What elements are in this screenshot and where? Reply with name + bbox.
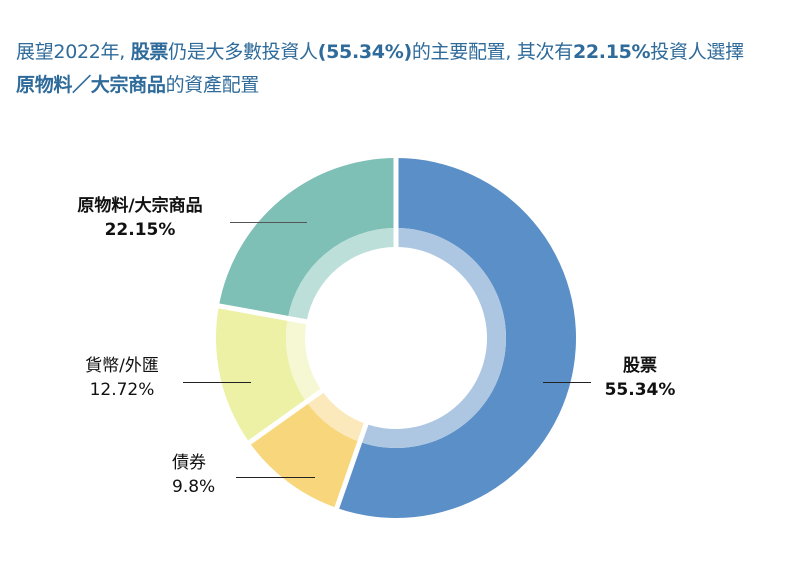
leader-line-bonds	[236, 477, 315, 478]
label-commodities-name: 原物料/大宗商品	[77, 196, 203, 216]
segment-separator	[333, 421, 370, 511]
label-fx-value: 12.72%	[89, 380, 155, 400]
label-stocks-value: 55.34%	[604, 380, 676, 400]
chart-title: 展望2022年, 股票仍是大多數投資人(55.34%)的主要配置, 其次有22.…	[16, 36, 786, 102]
label-stocks-name: 股票	[623, 356, 657, 376]
title-segment: 股票	[130, 41, 169, 63]
title-segment: (55.34%)	[317, 41, 412, 63]
donut-segment-commodities	[218, 158, 396, 322]
label-commodities-value: 22.15%	[104, 220, 176, 240]
title-line-2: 原物料／大宗商品的資產配置	[16, 69, 786, 102]
leader-line-fx	[183, 382, 251, 383]
label-commodities: 原物料/大宗商品 22.15%	[50, 194, 230, 242]
leader-line-commodities	[230, 222, 307, 223]
label-fx-name: 貨幣/外匯	[85, 356, 159, 376]
donut-segment-bonds	[249, 390, 367, 508]
label-fx: 貨幣/外匯 12.72%	[62, 354, 182, 402]
title-segment: 的資產配置	[165, 74, 260, 96]
title-segment: 的主要配置, 其次有	[411, 41, 573, 63]
donut-segment-fx	[216, 305, 322, 443]
title-segment: 原物料／大宗商品	[16, 74, 166, 96]
label-stocks: 股票 55.34%	[590, 354, 690, 402]
leader-line-stocks	[543, 382, 591, 383]
label-bonds-value: 9.8%	[172, 477, 216, 497]
segment-separator	[216, 303, 309, 325]
title-line-1: 展望2022年, 股票仍是大多數投資人(55.34%)的主要配置, 其次有22.…	[16, 36, 786, 69]
title-segment: 投資人選擇	[650, 41, 744, 63]
title-segment: 展望2022年,	[16, 41, 131, 63]
label-bonds-name: 債券	[172, 453, 206, 473]
segment-separator	[246, 387, 326, 446]
donut-segment-stocks	[336, 158, 577, 518]
label-bonds: 債券 9.8%	[172, 451, 232, 499]
title-segment: 仍是大多數投資人	[168, 41, 318, 63]
title-segment: 22.15%	[572, 41, 651, 63]
